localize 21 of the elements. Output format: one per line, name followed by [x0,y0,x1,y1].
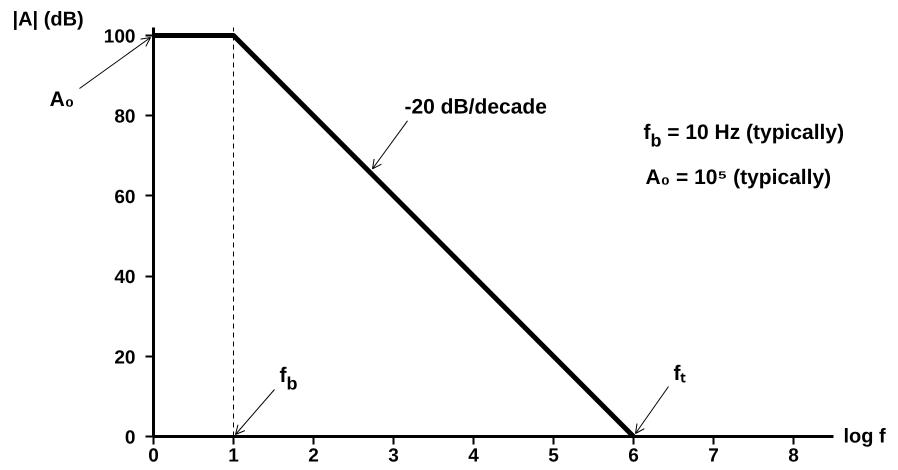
x-tick-label: 2 [308,446,319,466]
x-tick-label: 1 [228,446,240,466]
annotation: fₜ [674,362,686,385]
annotation: A₀ = 10⁵ (typically) [646,166,832,189]
annotation: A₀ [50,88,74,112]
x-tick-label: 0 [148,446,159,466]
y-tick-label: 40 [114,267,136,288]
y-tick-label: 20 [114,347,136,368]
y-tick-label: 80 [114,106,136,128]
x-axis-title: log f [844,426,886,448]
y-tick-label: 0 [124,428,136,448]
x-tick-label: 4 [468,446,480,466]
y-tick-label: 100 [104,26,136,48]
x-tick-label: 6 [628,446,639,466]
x-tick-label: 8 [788,446,799,466]
x-tick-label: 3 [388,446,399,466]
x-tick-label: 5 [548,446,560,466]
x-tick-label: 7 [708,446,719,466]
y-tick-label: 60 [114,186,136,208]
annotation: -20 dB/decade [404,95,547,118]
y-axis-title: |A| (dB) [12,8,84,30]
